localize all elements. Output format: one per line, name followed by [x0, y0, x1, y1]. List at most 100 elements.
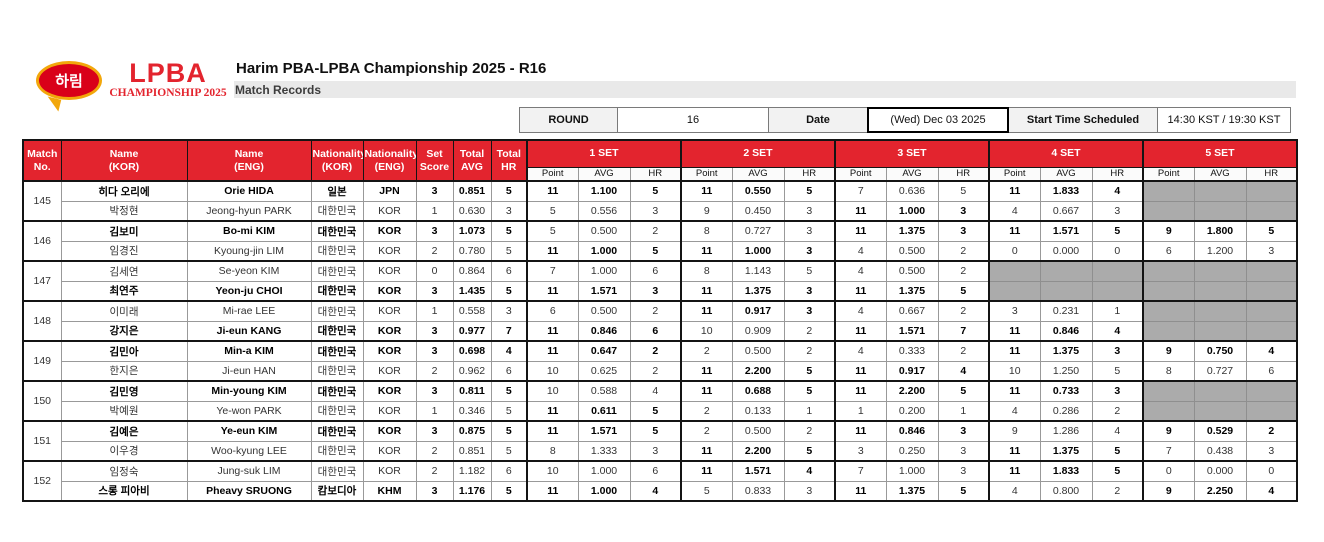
set-3-point-cell: 3: [834, 440, 887, 462]
set-1-hr-cell: 6: [629, 460, 682, 482]
set-5-point-cell: 8: [1142, 360, 1195, 382]
set-3-hr-cell: 2: [937, 340, 990, 362]
set-1-avg-cell: 0.588: [577, 380, 631, 402]
name-eng-cell: Ye-eun KIM: [186, 420, 312, 442]
set-3-hr-cell: 3: [937, 200, 990, 222]
set-4-point-cell: 11: [988, 320, 1041, 342]
name-eng-cell: Ye-won PARK: [186, 400, 312, 422]
set-3-subheader-avg: AVG: [885, 166, 939, 182]
set-5-empty-cell: [1193, 200, 1247, 222]
set-group-header-1: 1 SET: [526, 139, 682, 168]
set-1-avg-cell: 1.571: [577, 420, 631, 442]
total-avg-cell: 0.780: [452, 240, 492, 262]
set-1-point-cell: 6: [526, 300, 579, 322]
set-5-empty-cell: [1142, 400, 1195, 422]
set-2-hr-cell: 3: [783, 280, 836, 302]
match-no-cell: 148: [22, 300, 62, 342]
set-1-avg-cell: 1.571: [577, 280, 631, 302]
set-1-point-cell: 11: [526, 400, 579, 422]
total-hr-cell: 4: [490, 340, 528, 362]
total-hr-cell: 5: [490, 440, 528, 462]
set-3-avg-cell: 0.500: [885, 260, 939, 282]
set-2-hr-cell: 2: [783, 420, 836, 442]
set-score-cell: 2: [415, 360, 454, 382]
name-eng-cell: Ji-eun HAN: [186, 360, 312, 382]
player-row: 최연주 Yeon-ju CHOI 대한민국 KOR 3 1.435 5 11 1.571 3 11 1…: [23, 280, 1298, 302]
set-4-point-cell: 11: [988, 460, 1041, 482]
set-5-hr-cell: 2: [1245, 420, 1298, 442]
set-5-hr-cell: 3: [1245, 240, 1298, 262]
set-2-hr-cell: 1: [783, 400, 836, 422]
total-avg-cell: 0.875: [452, 420, 492, 442]
set-2-hr-cell: 3: [783, 200, 836, 222]
set-4-point-cell: 11: [988, 380, 1041, 402]
column-header-name-eng: Name (ENG): [186, 139, 312, 182]
set-2-subheader-point: Point: [680, 166, 733, 182]
total-avg-cell: 0.630: [452, 200, 492, 222]
column-header-name-kor: Name (KOR): [60, 139, 188, 182]
set-2-avg-cell: 0.833: [731, 480, 785, 502]
set-5-avg-cell: 1.800: [1193, 220, 1247, 242]
start-time-value: 14:30 KST / 19:30 KST: [1157, 107, 1291, 133]
set-3-point-cell: 11: [834, 320, 887, 342]
set-5-empty-cell: [1245, 400, 1298, 422]
set-5-empty-cell: [1193, 280, 1247, 302]
set-5-empty-cell: [1142, 260, 1195, 282]
set-2-avg-cell: 2.200: [731, 440, 785, 462]
set-4-point-cell: 4: [988, 200, 1041, 222]
set-3-hr-cell: 1: [937, 400, 990, 422]
nat-eng-cell: KOR: [362, 200, 417, 222]
set-5-empty-cell: [1142, 180, 1195, 202]
set-1-point-cell: 11: [526, 340, 579, 362]
set-3-point-cell: 1: [834, 400, 887, 422]
set-3-avg-cell: 0.636: [885, 180, 939, 202]
set-4-avg-cell: 0.000: [1039, 240, 1093, 262]
nat-kor-cell: 대한민국: [310, 280, 364, 302]
nat-kor-cell: 캄보디아: [310, 480, 364, 502]
set-group-header-5: 5 SET: [1142, 139, 1298, 168]
name-eng-cell: Kyoung-jin LIM: [186, 240, 312, 262]
set-1-hr-cell: 6: [629, 260, 682, 282]
nat-kor-cell: 일본: [310, 180, 364, 202]
set-2-hr-cell: 3: [783, 220, 836, 242]
set-5-empty-cell: [1245, 200, 1298, 222]
set-5-avg-cell: 1.200: [1193, 240, 1247, 262]
set-score-cell: 3: [415, 480, 454, 502]
set-4-hr-cell: 1: [1091, 300, 1144, 322]
set-2-avg-cell: 0.450: [731, 200, 785, 222]
set-3-avg-cell: 0.917: [885, 360, 939, 382]
set-3-avg-cell: 1.375: [885, 480, 939, 502]
set-2-avg-cell: 2.200: [731, 360, 785, 382]
round-label: ROUND: [519, 107, 618, 133]
name-kor-cell: 스롱 피아비: [60, 480, 188, 502]
nat-eng-cell: KOR: [362, 440, 417, 462]
set-2-point-cell: 8: [680, 260, 733, 282]
set-5-empty-cell: [1245, 380, 1298, 402]
total-hr-cell: 5: [490, 280, 528, 302]
set-4-hr-cell: 4: [1091, 320, 1144, 342]
name-kor-cell: 임경진: [60, 240, 188, 262]
total-avg-cell: 1.182: [452, 460, 492, 482]
set-4-empty-cell: [1039, 280, 1093, 302]
set-3-hr-cell: 3: [937, 440, 990, 462]
set-2-point-cell: 9: [680, 200, 733, 222]
set-2-avg-cell: 0.909: [731, 320, 785, 342]
set-5-empty-cell: [1142, 320, 1195, 342]
player-row: 강지은 Ji-eun KANG 대한민국 KOR 3 0.977 7 11 0.846 6 10 0.…: [23, 320, 1298, 342]
set-2-hr-cell: 5: [783, 380, 836, 402]
set-3-hr-cell: 5: [937, 480, 990, 502]
match-no-cell: 145: [22, 180, 62, 222]
match-no-cell: 146: [22, 220, 62, 262]
nat-eng-cell: KOR: [362, 360, 417, 382]
set-3-point-cell: 4: [834, 340, 887, 362]
set-score-cell: 1: [415, 400, 454, 422]
nat-eng-cell: KOR: [362, 320, 417, 342]
total-avg-cell: 0.346: [452, 400, 492, 422]
set-2-point-cell: 5: [680, 480, 733, 502]
match-records-table: Match No. Name (KOR) Name (ENG) Nationality…: [22, 139, 1298, 502]
set-1-avg-cell: 0.846: [577, 320, 631, 342]
set-2-point-cell: 11: [680, 280, 733, 302]
total-hr-cell: 6: [490, 460, 528, 482]
player-row: 150 김민영 Min-young KIM 대한민국 KOR 3 0.811 5 10 0.588…: [22, 380, 1298, 422]
set-3-hr-cell: 3: [937, 220, 990, 242]
